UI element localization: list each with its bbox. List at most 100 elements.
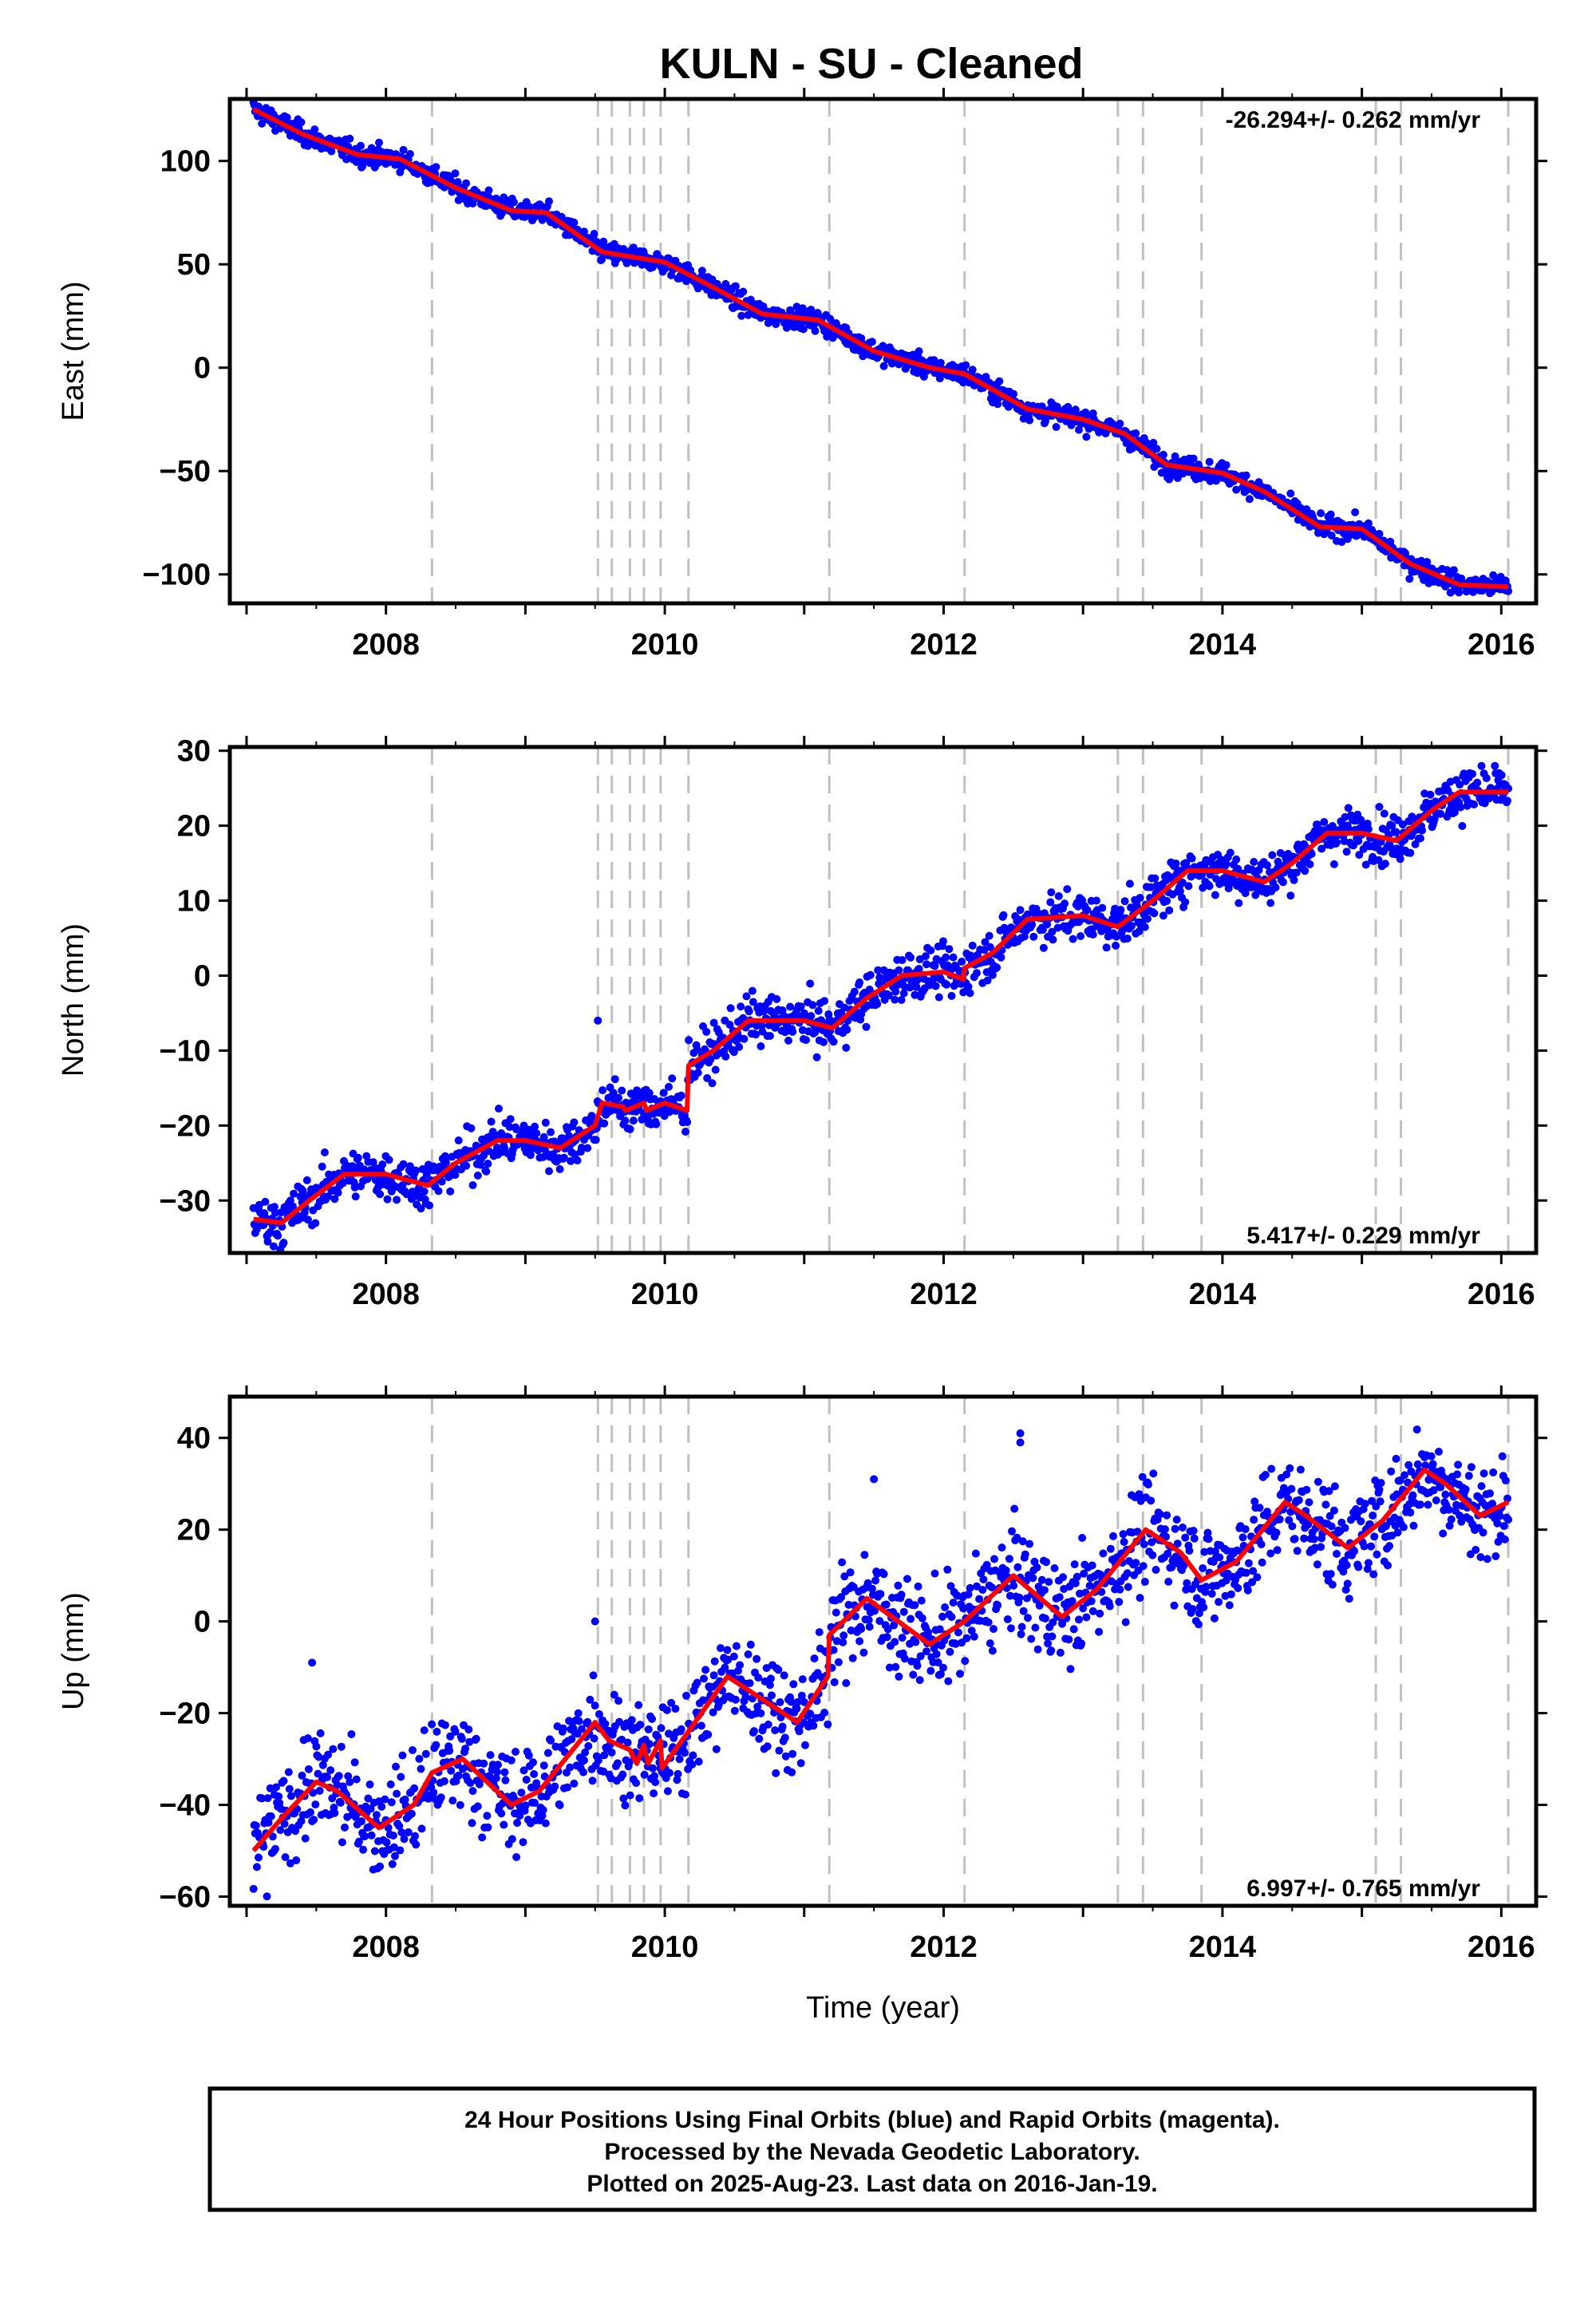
- up-data-point: [559, 1724, 567, 1733]
- up-data-point: [736, 1661, 745, 1670]
- north-data-point: [1136, 894, 1144, 902]
- up-data-point: [757, 1709, 765, 1717]
- up-data-point: [1339, 1567, 1348, 1576]
- up-data-point: [1416, 1500, 1424, 1509]
- up-data-point: [513, 1819, 522, 1828]
- north-data-point: [279, 1239, 288, 1247]
- up-data-point: [1456, 1512, 1464, 1520]
- up-data-point: [367, 1831, 376, 1840]
- north-data-point: [1205, 882, 1214, 891]
- up-data-point: [1163, 1511, 1171, 1520]
- up-data-point: [911, 1638, 920, 1646]
- north-data-point: [665, 1082, 673, 1091]
- north-data-point: [324, 1192, 333, 1201]
- north-data-point: [393, 1196, 401, 1204]
- up-data-point: [590, 1734, 598, 1743]
- up-data-point: [1203, 1528, 1212, 1537]
- north-data-point: [973, 969, 981, 978]
- north-data-point: [702, 1027, 711, 1036]
- up-data-point: [857, 1625, 866, 1634]
- up-data-point: [524, 1751, 533, 1760]
- north-data-point: [1054, 891, 1063, 900]
- up-data-point: [1152, 1566, 1160, 1574]
- up-data-point: [1427, 1452, 1436, 1460]
- up-data-point: [994, 1601, 1002, 1610]
- up-data-point: [1447, 1515, 1456, 1524]
- footer-box: 24 Hour Positions Using Final Orbits (bl…: [207, 2086, 1537, 2212]
- up-data-point: [437, 1793, 445, 1802]
- up-data-point: [483, 1812, 492, 1820]
- up-data-point: [595, 1709, 603, 1718]
- up-data-point: [635, 1794, 644, 1803]
- up-data-point: [1243, 1586, 1252, 1595]
- up-data-point: [1078, 1534, 1087, 1542]
- north-data-point: [884, 991, 893, 1000]
- up-data-point: [1068, 1597, 1077, 1606]
- up-data-point: [377, 1802, 386, 1811]
- up-data-point: [915, 1676, 924, 1685]
- north-data-point: [255, 1200, 263, 1209]
- up-data-point: [1188, 1605, 1197, 1614]
- up-data-point: [1341, 1586, 1350, 1594]
- up-data-point: [1436, 1483, 1445, 1492]
- up-data-point: [395, 1822, 404, 1831]
- north-data-point: [1436, 809, 1445, 818]
- up-data-point: [1041, 1614, 1049, 1622]
- north-data-point: [1497, 771, 1506, 780]
- up-data-point: [1021, 1550, 1029, 1559]
- up-data-point: [614, 1759, 622, 1768]
- north-data-point: [949, 953, 958, 962]
- east-data-point: [1317, 509, 1325, 518]
- north-data-point: [895, 966, 903, 974]
- up-data-point: [464, 1725, 473, 1734]
- up-data-point: [381, 1795, 389, 1804]
- east-data-point: [968, 366, 977, 374]
- up-data-point: [766, 1674, 775, 1683]
- up-data-point: [1015, 1593, 1024, 1602]
- up-data-point: [1048, 1632, 1057, 1641]
- up-data-point: [746, 1640, 755, 1649]
- north-data-point: [1473, 778, 1482, 787]
- north-data-point: [1144, 915, 1152, 923]
- up-data-point: [539, 1805, 547, 1814]
- east-data-point: [1025, 416, 1034, 425]
- up-data-point: [1120, 1538, 1128, 1546]
- east-data-point: [310, 125, 319, 134]
- north-data-point: [311, 1219, 320, 1227]
- up-data-point: [865, 1622, 874, 1631]
- up-data-point: [1156, 1510, 1164, 1519]
- up-data-point: [1199, 1603, 1208, 1611]
- up-data-point: [1285, 1516, 1294, 1524]
- up-data-point: [898, 1634, 907, 1642]
- north-data-point: [1477, 761, 1486, 770]
- up-data-point: [778, 1722, 787, 1731]
- north-data-point: [898, 956, 907, 964]
- up-data-point: [971, 1549, 980, 1558]
- up-data-point: [936, 1670, 945, 1678]
- up-y-tick-label-0: 40: [177, 1422, 211, 1456]
- north-data-point: [1263, 861, 1271, 870]
- north-data-point: [677, 1091, 685, 1100]
- up-data-point: [1257, 1540, 1266, 1549]
- up-data-point: [1472, 1546, 1480, 1554]
- up-data-point: [350, 1758, 359, 1767]
- up-data-point: [407, 1809, 416, 1818]
- up-data-point: [657, 1724, 666, 1733]
- north-data-point: [966, 989, 974, 998]
- up-data-point: [793, 1697, 802, 1706]
- north-data-point: [786, 1002, 795, 1011]
- up-data-point: [956, 1670, 964, 1678]
- up-rate-label: 6.997+/- 0.765 mm/yr: [1246, 1875, 1480, 1902]
- up-data-point: [650, 1772, 659, 1780]
- up-data-point: [917, 1596, 926, 1605]
- north-data-point: [784, 1036, 792, 1045]
- up-data-point: [574, 1709, 583, 1717]
- up-data-point: [688, 1761, 697, 1769]
- up-data-point: [522, 1776, 531, 1784]
- north-data-point: [1456, 781, 1464, 789]
- up-y-tick-label-3: −20: [160, 1697, 211, 1731]
- up-data-point: [500, 1820, 508, 1829]
- north-data-point: [666, 1108, 674, 1117]
- up-data-point: [1204, 1535, 1213, 1543]
- up-data-point: [1333, 1550, 1341, 1558]
